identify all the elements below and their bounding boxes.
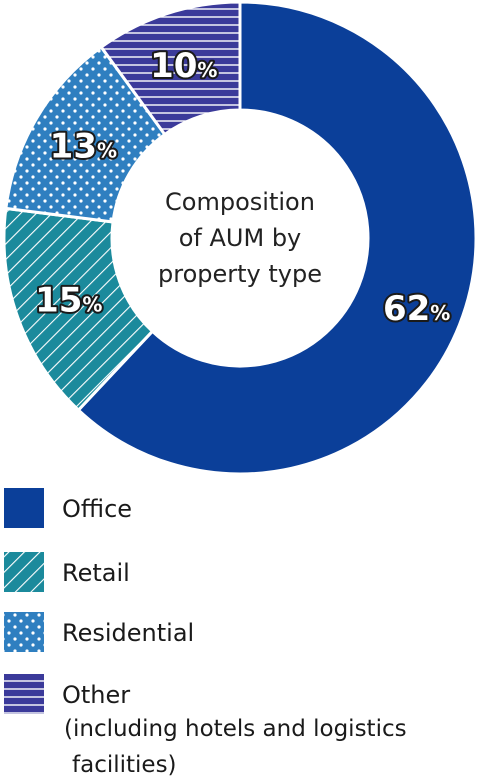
- legend-swatch-office: [4, 488, 44, 528]
- slice-office: [76, 0, 478, 476]
- legend-label-retail: Retail: [62, 559, 130, 587]
- slice-label-residential: 13%: [50, 126, 117, 166]
- legend-swatch-residential: [4, 612, 44, 652]
- center-label-line: Composition: [165, 188, 315, 216]
- slices-group: [2, 0, 478, 476]
- slice-label-other: 10%: [150, 46, 217, 86]
- legend-label-residential: Residential: [62, 619, 194, 647]
- center-label-line: of AUM by: [179, 224, 302, 252]
- legend-swatch-retail: [4, 552, 44, 592]
- legend-sublabel: facilities): [72, 752, 177, 778]
- legend-swatch-other: [4, 674, 44, 714]
- legend: Office Retail Residential Other (including h…: [4, 488, 407, 778]
- slice-retail: [2, 206, 155, 413]
- slice-label-office: 62%: [383, 289, 450, 329]
- legend-label-office: Office: [62, 495, 132, 523]
- legend-label-other: Other: [62, 681, 130, 709]
- chart-center-label: Composition of AUM by property type: [158, 188, 322, 288]
- slice-labels-group: 62% 15% 13% 10%: [33, 44, 452, 331]
- slice-label-retail: 15%: [35, 281, 102, 321]
- slice-other: [99, 0, 242, 137]
- legend-sublabel: (including hotels and logistics: [64, 716, 407, 742]
- center-label-line: property type: [158, 260, 322, 288]
